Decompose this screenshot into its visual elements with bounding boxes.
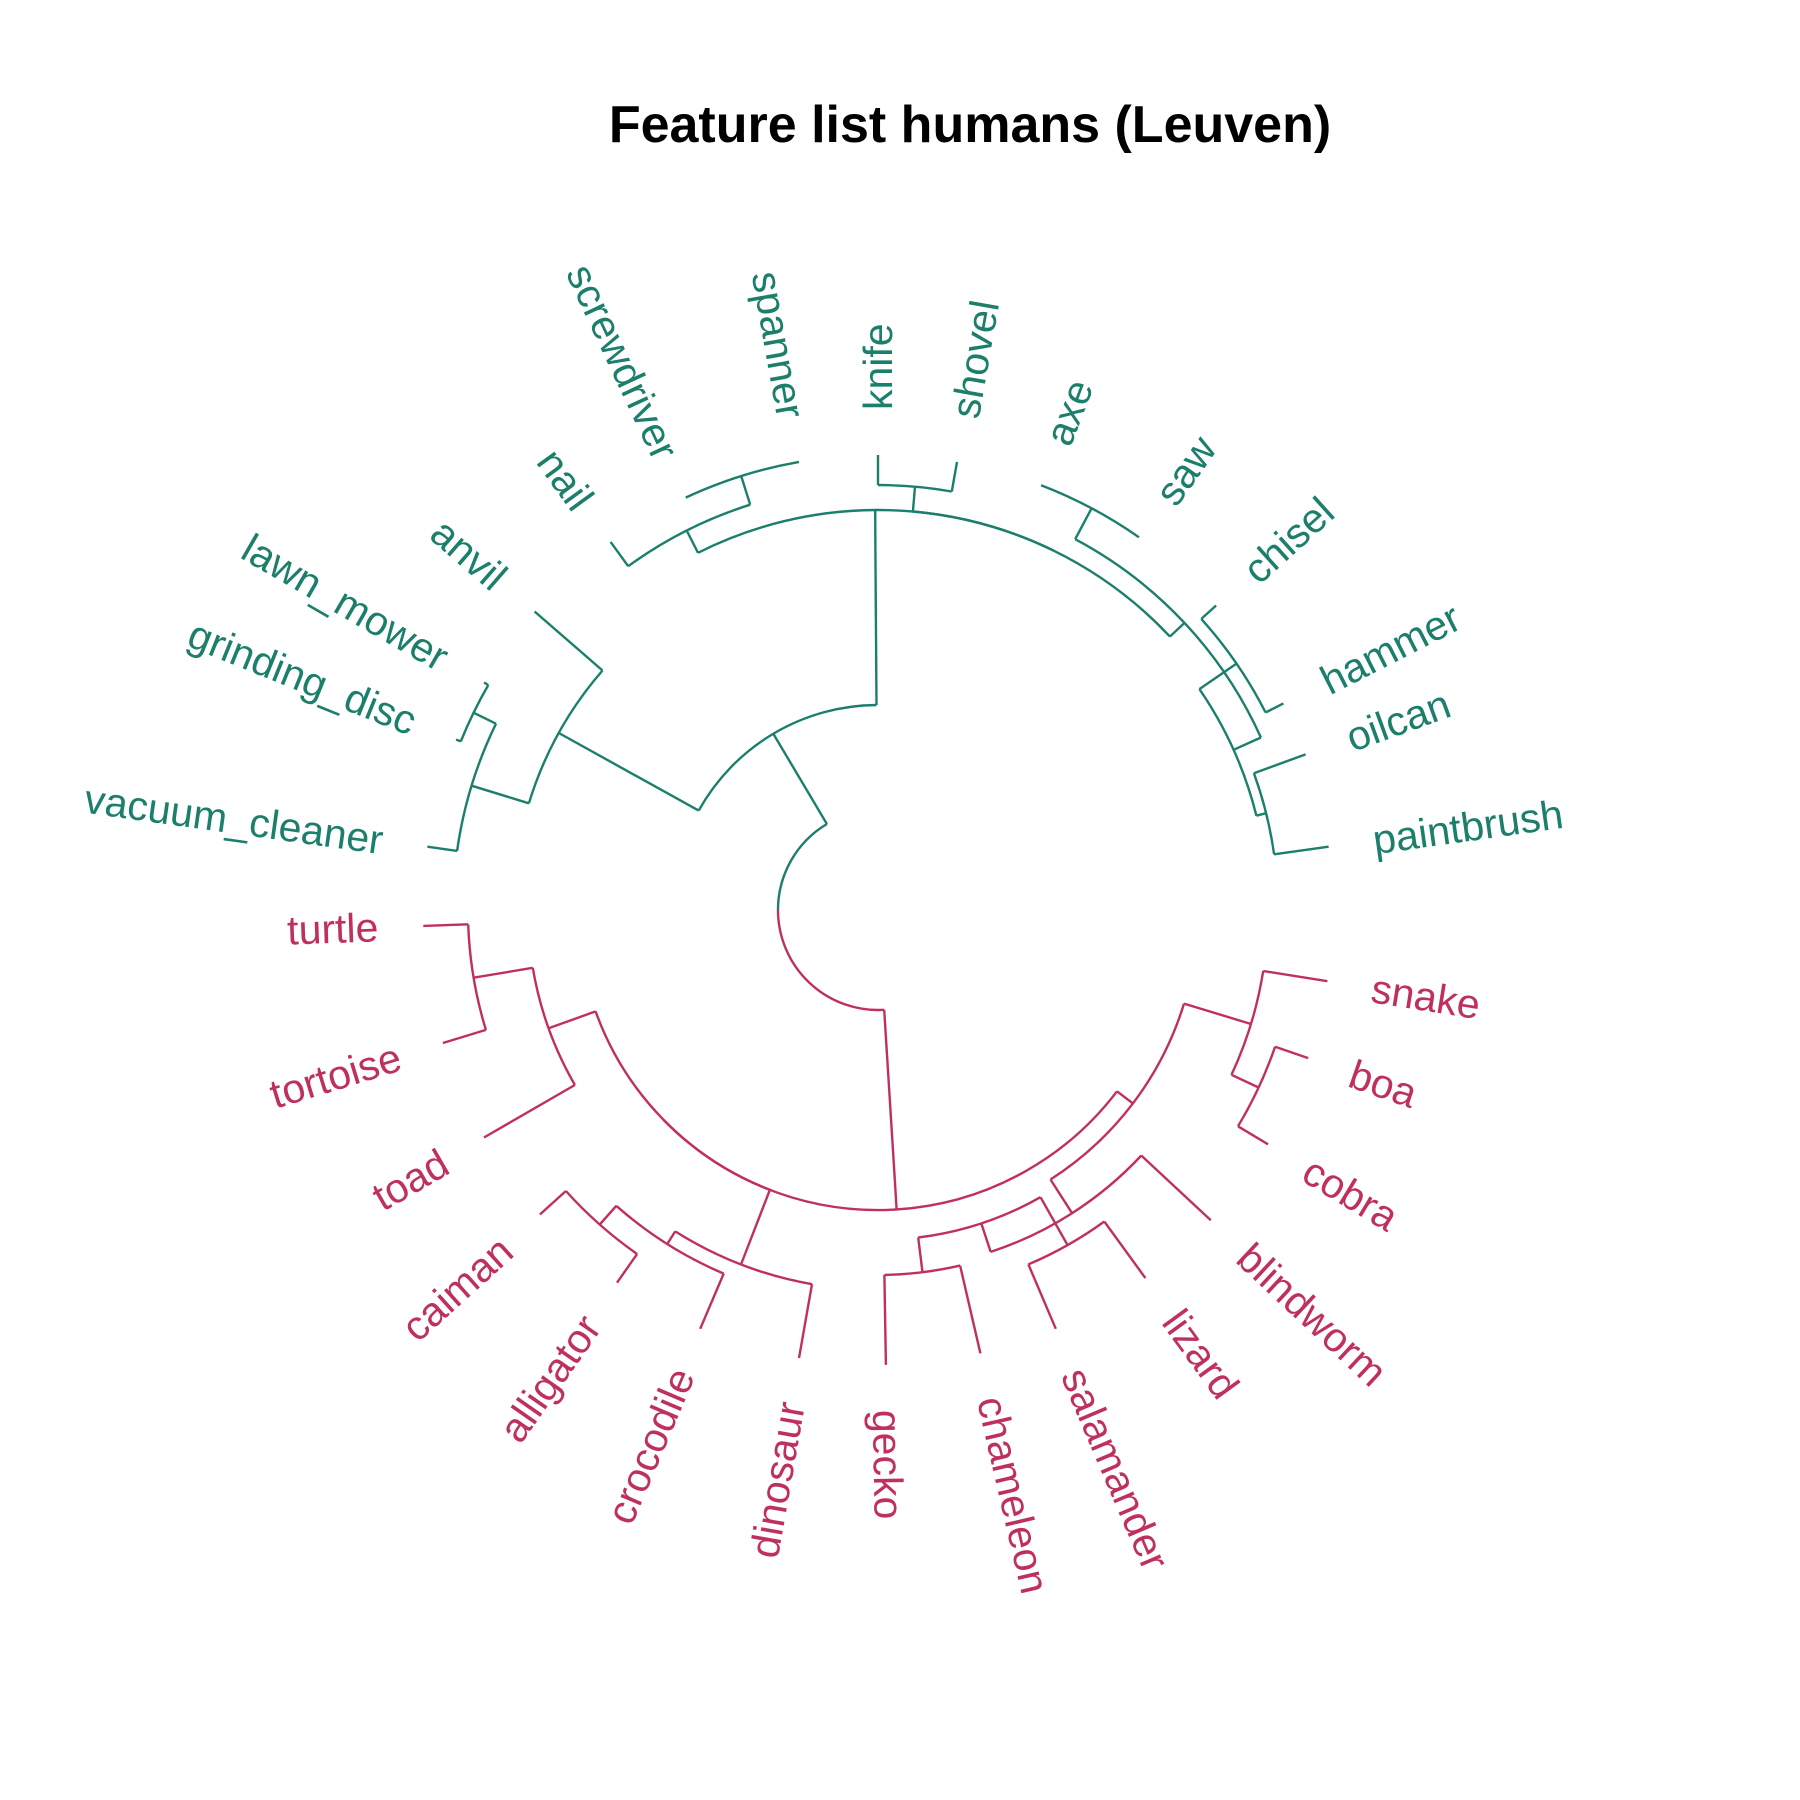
leaf-label-lizard: lizard [1153, 1301, 1248, 1407]
tree-branch [471, 784, 530, 805]
tree-branch [883, 1009, 896, 1180]
tree-branch [893, 1179, 898, 1210]
leaf-label-boa: boa [1343, 1051, 1423, 1117]
tree-branch [1236, 1046, 1277, 1127]
tree-branch [1027, 1263, 1057, 1330]
tree-branch [740, 475, 752, 506]
tree-branch [539, 1190, 567, 1216]
tree-branch [917, 1237, 924, 1273]
tree-branch [918, 1196, 1042, 1239]
tree-branch [662, 1090, 1118, 1212]
leaf-label-blindworm: blindworm [1228, 1234, 1396, 1395]
tree-branch [1169, 622, 1186, 638]
leaf-label-axe: axe [1036, 373, 1103, 451]
chart-title: Feature list humans (Leuven) [609, 96, 1331, 154]
leaf-label-toad: toad [364, 1140, 456, 1220]
tree-branch [455, 723, 498, 852]
tree-branch [558, 731, 700, 812]
tree-branch [483, 1083, 576, 1139]
dendrogram-edges [423, 455, 1329, 1365]
leaf-label-gecko: gecko [864, 1409, 912, 1519]
tree-branch [950, 461, 959, 492]
tree-branch [980, 1223, 992, 1253]
tree-branch [874, 549, 878, 706]
leaf-label-vacuum-cleaner: vacuum_cleaner [82, 776, 386, 863]
tree-branch [739, 1189, 772, 1265]
leaf-label-shovel: shovel [942, 297, 1008, 422]
tree-branch [1237, 1125, 1269, 1146]
tree-branch [1103, 1220, 1147, 1279]
tree-branch [1198, 688, 1258, 816]
leaf-label-cobra: cobra [1295, 1148, 1407, 1240]
tree-branch [1049, 1003, 1186, 1181]
tree-branch [609, 541, 630, 567]
tree-branch [1140, 1154, 1212, 1222]
leaf-label-knife: knife [855, 323, 901, 410]
tree-branch [911, 486, 917, 512]
tree-branch [1074, 538, 1262, 738]
leaf-label-turtle: turtle [286, 904, 379, 953]
tree-branch [483, 681, 489, 687]
leaf-label-anvil: anvil [422, 509, 516, 599]
tree-branch [1198, 662, 1238, 691]
tree-branch [1273, 845, 1329, 856]
leaf-label-snake: snake [1368, 965, 1483, 1028]
tree-branch [1256, 812, 1267, 817]
leaf-label-screwdriver: screwdriver [557, 257, 687, 466]
tree-branch [1274, 1045, 1309, 1060]
tree-branch [1039, 1196, 1069, 1246]
tree-branch [423, 923, 469, 928]
leaf-label-caiman: caiman [393, 1228, 522, 1351]
leaf-label-alligator: alligator [490, 1306, 610, 1450]
tree-branch [685, 529, 700, 554]
tree-branch [598, 1205, 618, 1226]
tree-branch [455, 738, 462, 743]
tree-branch [772, 733, 828, 825]
leaf-label-salamander: salamander [1052, 1361, 1178, 1576]
leaf-label-dinosaur: dinosaur [741, 1398, 814, 1561]
tree-branch [1074, 507, 1093, 540]
tree-branch [1200, 604, 1217, 620]
leaf-label-crocodile: crocodile [597, 1361, 703, 1530]
tree-branch [616, 1253, 639, 1284]
tree-branch [527, 669, 604, 804]
tree-branch [594, 1010, 771, 1191]
leaf-label-oilcan: oilcan [1340, 681, 1456, 761]
leaf-label-saw: saw [1146, 427, 1226, 513]
tree-branch [1233, 736, 1262, 751]
leaf-label-tortoise: tortoise [264, 1034, 406, 1117]
tree-branch [1049, 1178, 1074, 1214]
tree-branch [1265, 702, 1284, 714]
leaf-labels: vacuum_cleanergrinding_disclawn_moweranv… [82, 257, 1566, 1598]
tree-branch [533, 610, 604, 672]
leaf-label-chisel: chisel [1234, 488, 1343, 592]
leaf-label-chameleon: chameleon [968, 1392, 1058, 1598]
tree-branch [1116, 1090, 1134, 1105]
tree-branch [1183, 1002, 1252, 1026]
tree-branch [473, 966, 533, 979]
tree-branch [442, 1028, 487, 1045]
leaf-label-paintbrush: paintbrush [1370, 791, 1566, 863]
tree-branch [427, 845, 458, 853]
tree-branch [797, 1283, 814, 1359]
tree-branch [1230, 1073, 1260, 1089]
leaf-label-hammer: hammer [1313, 594, 1468, 703]
tree-branch [958, 1265, 982, 1354]
tree-branch [472, 711, 497, 725]
tree-branch [883, 1274, 888, 1365]
tree-branch [776, 909, 885, 1012]
tree-branch [776, 822, 828, 911]
tree-branch [1252, 772, 1276, 855]
tree-branch [1263, 969, 1328, 983]
tree-branch [548, 1010, 597, 1030]
tree-branch [699, 1273, 725, 1330]
tree-branch [1253, 753, 1307, 775]
tree-branch [666, 1230, 677, 1245]
leaf-label-nail: nail [528, 440, 603, 519]
leaf-label-spanner: spanner [743, 268, 814, 422]
